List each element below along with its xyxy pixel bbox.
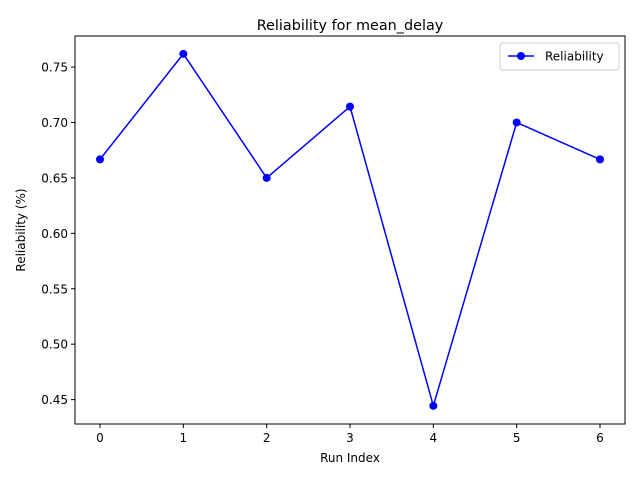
plot-area-frame bbox=[74, 35, 626, 425]
data-point bbox=[179, 49, 188, 58]
y-tick-label: 0.75 bbox=[41, 61, 68, 75]
y-tick-label: 0.70 bbox=[41, 116, 68, 130]
y-tick-label: 0.55 bbox=[41, 282, 68, 296]
y-tick-label: 0.45 bbox=[41, 393, 68, 407]
x-tick-label: 5 bbox=[513, 431, 521, 445]
legend-label-reliability: Reliability bbox=[545, 50, 604, 64]
data-point bbox=[512, 118, 521, 127]
legend-box bbox=[499, 42, 620, 71]
chart-title: Reliability for mean_delay bbox=[257, 18, 444, 34]
legend-marker-sample bbox=[517, 52, 525, 60]
x-axis-label: Run Index bbox=[320, 451, 380, 465]
x-tick-label: 2 bbox=[263, 431, 271, 445]
x-tick-label: 1 bbox=[180, 431, 188, 445]
x-axis-ticks: 0 1 2 3 4 5 6 bbox=[96, 424, 604, 445]
y-tick-label: 0.65 bbox=[41, 171, 68, 185]
y-axis-label: Reliability (%) bbox=[14, 188, 28, 271]
data-point bbox=[96, 155, 104, 164]
y-tick-label: 0.60 bbox=[41, 227, 68, 241]
data-point bbox=[429, 401, 438, 410]
data-point bbox=[596, 155, 604, 164]
y-tick-label: 0.50 bbox=[41, 338, 68, 352]
legend: Reliability bbox=[499, 42, 620, 71]
x-tick-label: 4 bbox=[430, 431, 438, 445]
x-tick-label: 3 bbox=[346, 431, 354, 445]
data-point bbox=[346, 102, 354, 111]
series-layer bbox=[96, 49, 604, 410]
x-tick-label: 0 bbox=[96, 431, 104, 445]
y-axis-ticks: 0.45 0.50 0.55 0.60 0.65 0.70 0.75 bbox=[41, 61, 75, 407]
x-tick-label: 6 bbox=[596, 431, 604, 445]
data-point bbox=[262, 173, 271, 182]
